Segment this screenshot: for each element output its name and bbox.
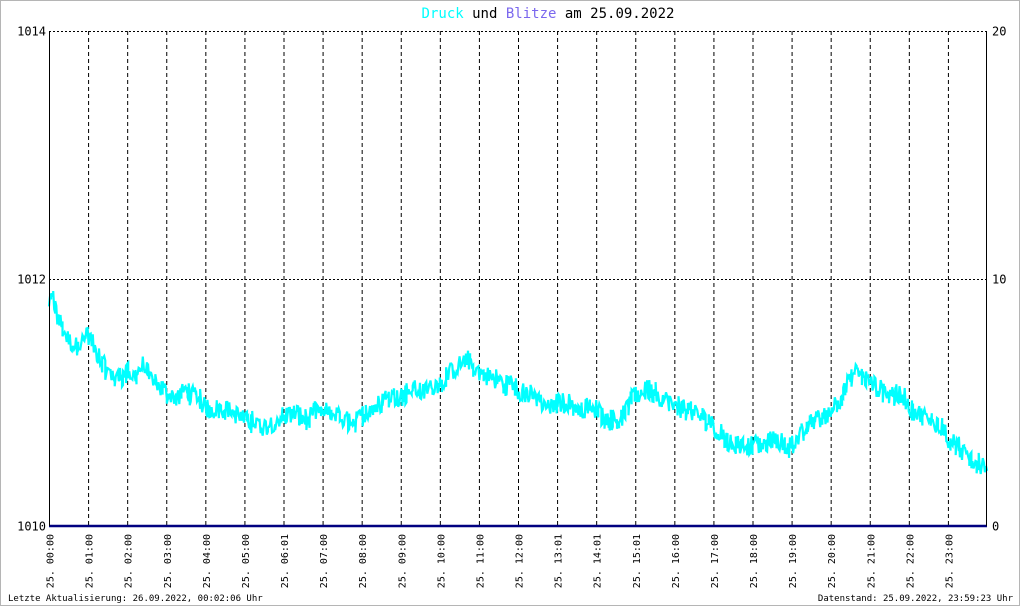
y-left-tick-label: 1012 [17, 273, 46, 287]
x-tick-label: 25. 19:00 [788, 534, 799, 588]
x-tick-label: 25. 08:00 [358, 534, 369, 588]
x-tick-label: 25. 14:01 [593, 534, 604, 588]
labels-layer: 25. 00:00 25. 01:00 25. 02:00 25. 03:00 25. … [17, 25, 1006, 589]
x-tick-label: 25. 17:00 [710, 534, 721, 588]
x-tick-label: 25. 06:01 [280, 534, 291, 588]
x-tick-label: 25. 03:00 [163, 534, 174, 588]
x-tick-label: 25. 10:00 [436, 534, 447, 588]
y-right-tick-label: 20 [992, 25, 1006, 39]
grid-layer [49, 31, 987, 526]
x-tick-label: 25. 04:00 [202, 534, 213, 588]
x-tick-label: 25. 16:00 [671, 534, 682, 588]
x-tick-label: 25. 15:01 [632, 534, 643, 588]
chart-title: Druck und Blitze am 25.09.2022 [422, 6, 675, 22]
x-tick-label: 25. 20:00 [827, 534, 838, 588]
y-left-tick-label: 1014 [17, 25, 46, 39]
x-tick-label: 25. 21:00 [866, 534, 877, 588]
x-tick-label: 25. 05:00 [241, 534, 252, 588]
title-part-2: Blitze [506, 6, 557, 22]
series-layer [47, 290, 989, 528]
title-part-0: Druck [422, 6, 465, 22]
x-tick-label: 25. 18:00 [749, 534, 760, 588]
x-tick-label: 25. 01:00 [85, 534, 96, 588]
x-tick-label: 25. 11:00 [475, 534, 486, 588]
y-right-tick-label: 10 [992, 273, 1006, 287]
axes-layer [49, 31, 987, 526]
x-tick-label: 25. 09:00 [397, 534, 408, 588]
title-part-3: am 25.09.2022 [556, 6, 674, 22]
footer-data-status: Datenstand: 25.09.2022, 23:59:23 Uhr [818, 594, 1014, 604]
x-tick-label: 25. 07:00 [319, 534, 330, 588]
series-druck-line [47, 290, 989, 475]
x-tick-label: 25. 02:00 [124, 534, 135, 588]
x-tick-label: 25. 00:00 [46, 534, 57, 588]
x-tick-label: 25. 13:01 [554, 534, 565, 588]
x-tick-label: 25. 12:00 [515, 534, 526, 588]
title-part-1: und [464, 6, 506, 22]
footer-last-update: Letzte Aktualisierung: 26.09.2022, 00:02… [8, 594, 263, 604]
x-tick-label: 25. 22:00 [905, 534, 916, 588]
y-left-tick-label: 1010 [17, 520, 46, 534]
y-right-tick-label: 0 [992, 520, 999, 534]
x-tick-label: 25. 23:00 [944, 534, 955, 588]
